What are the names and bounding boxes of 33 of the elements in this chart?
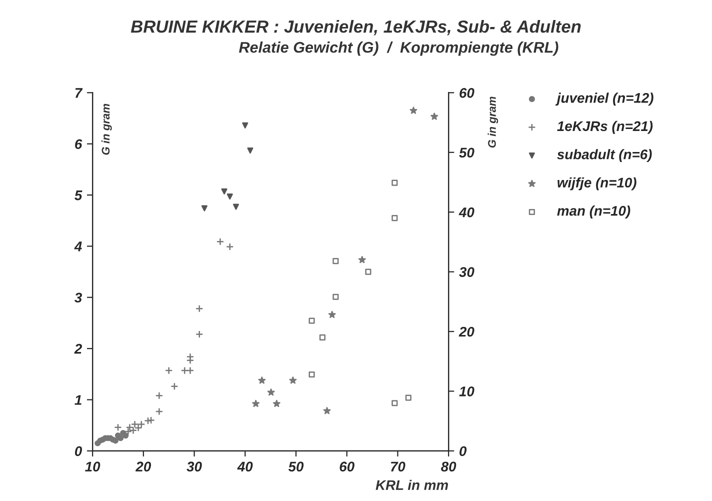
y-tick-label: 1: [74, 395, 82, 405]
y-tick-label: 5: [74, 190, 82, 200]
y-tick-label: 2: [74, 344, 82, 354]
y2-tick-label: 20: [458, 326, 474, 337]
legend-label: man (n=10): [557, 206, 630, 219]
x-tick-label: 30: [186, 462, 202, 472]
y2-tick-label: 0: [460, 446, 467, 456]
legend-label: juveniel (n=12): [555, 92, 654, 106]
y-tick-label: 3: [74, 292, 82, 303]
legend-label: 1eKJRs (n=21): [557, 120, 653, 134]
x-tick-label: 40: [237, 462, 253, 472]
y-tick-label: 6: [75, 139, 82, 150]
y-axis-title: G in gram: [101, 104, 112, 155]
legend-label: subadult (n=6): [557, 149, 652, 162]
y-tick-label: 4: [74, 242, 82, 252]
x-tick-label: 80: [441, 462, 456, 472]
chart-title: BRUINE KIKKER : Juvenielen, 1eKJRs, Sub- & Adulten: [130, 20, 581, 36]
y2-tick-label: 60: [460, 88, 474, 98]
y2-tick-label: 50: [459, 148, 474, 158]
x-tick-label: 70: [390, 462, 406, 472]
y2-tick-label: 10: [459, 386, 474, 396]
y-tick-label: 0: [74, 446, 82, 456]
x-tick-label: 50: [288, 462, 304, 472]
legend-label: wijfje (n=10): [558, 177, 636, 190]
y-tick-label: 7: [75, 88, 83, 98]
y2-tick-label: 30: [459, 267, 474, 277]
x-axis-title: KRL in mm: [376, 480, 448, 490]
y2-axis-title: G in gram: [488, 96, 498, 148]
x-tick-label: 60: [340, 462, 354, 472]
x-tick-label: 10: [85, 462, 100, 472]
chart-subtitle: Relatie Gewicht (G) / Koprompiengte (KRL): [239, 42, 558, 56]
y2-tick-label: 40: [458, 207, 474, 218]
x-tick-label: 20: [135, 462, 152, 472]
